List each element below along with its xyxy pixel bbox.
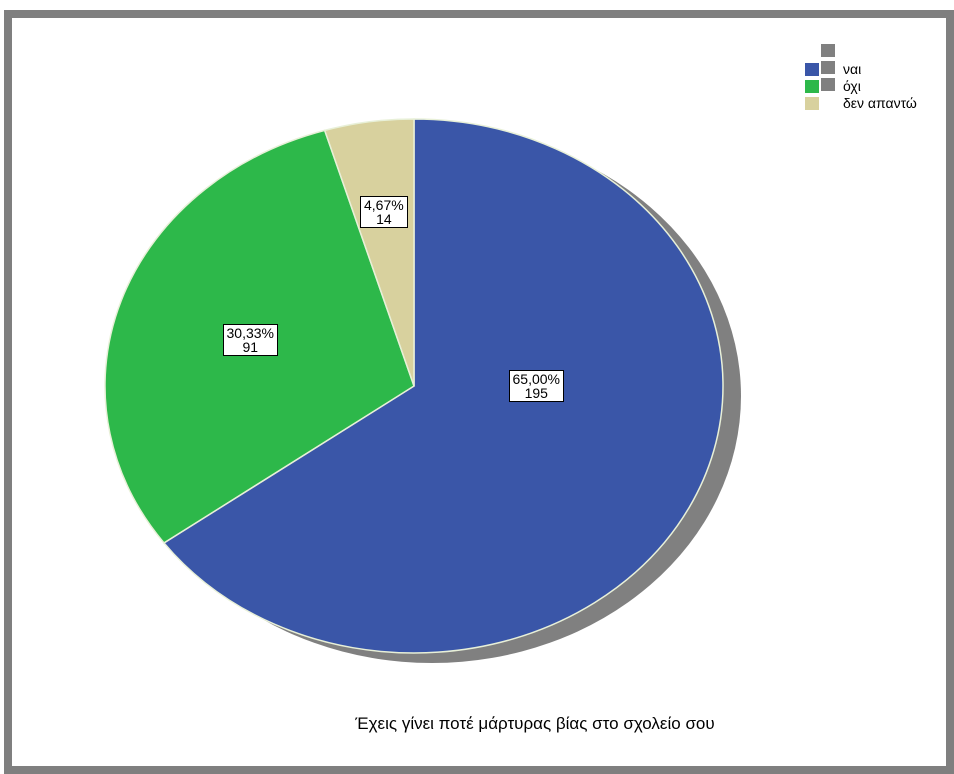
legend-swatch-nai xyxy=(805,61,837,77)
data-label-percent-ochi: 30,33% xyxy=(226,325,274,341)
legend-swatch-front-den-apanto xyxy=(805,97,819,110)
chart-title: Έχεις γίνει ποτέ μάρτυρας βίας στο σχολε… xyxy=(355,714,715,733)
pie-slice-nai xyxy=(162,118,724,654)
legend-swatch-front-nai xyxy=(805,63,819,76)
legend-header-back-square xyxy=(821,44,835,57)
data-label-nai: 65,00% 195 xyxy=(508,370,564,402)
data-label-count-nai: 195 xyxy=(524,385,548,401)
legend-item-den-apanto: δεν απαντώ xyxy=(805,95,953,111)
legend-swatch-back-nai xyxy=(821,61,835,74)
data-label-den-apanto: 4,67% 14 xyxy=(360,196,408,228)
data-label-count-den-apanto: 14 xyxy=(376,211,392,227)
legend-header xyxy=(805,44,953,60)
legend-item-ochi: όχι xyxy=(805,78,953,94)
legend-swatch-ochi xyxy=(805,78,837,94)
data-label-ochi: 30,33% 91 xyxy=(222,324,278,356)
legend-header-swatch xyxy=(805,44,837,60)
data-label-count-ochi: 91 xyxy=(242,339,259,355)
legend-label-nai: ναι xyxy=(843,61,862,77)
legend-swatch-back-ochi xyxy=(821,78,835,91)
pie-slice-den-apanto xyxy=(323,118,415,387)
legend-item-nai: ναι xyxy=(805,61,953,77)
legend-swatch-den-apanto xyxy=(805,95,837,111)
legend-label-ochi: όχι xyxy=(843,78,861,94)
pie-slices xyxy=(104,118,724,654)
data-label-percent-nai: 65,00% xyxy=(512,371,560,387)
legend-swatch-front-ochi xyxy=(805,80,819,93)
legend: ναι όχι δεν απαντώ xyxy=(805,44,953,112)
legend-label-den-apanto: δεν απαντώ xyxy=(843,95,917,111)
data-label-percent-den-apanto: 4,67% xyxy=(364,197,404,213)
